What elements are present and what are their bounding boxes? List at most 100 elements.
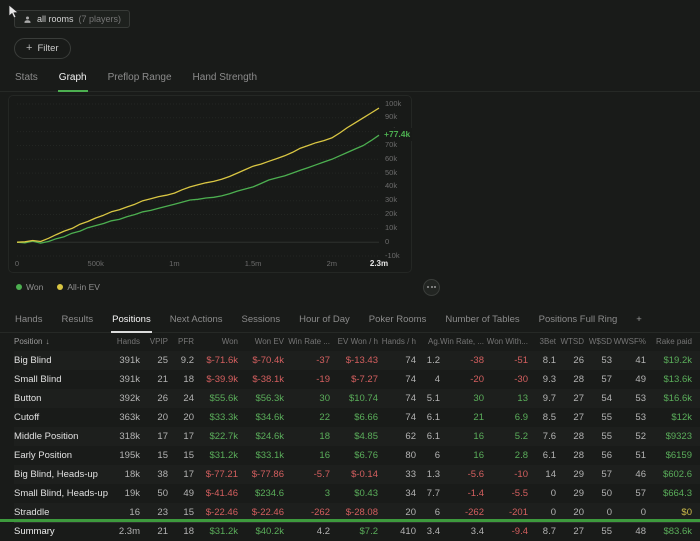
value-cell: 21 [473,411,484,423]
value-cell: 2.8 [514,449,528,461]
value-cell: $33.3k [209,411,238,423]
value-cell: 6.9 [514,411,528,423]
y-tick-label: 20k [385,209,398,219]
column-header[interactable]: Ag. [427,337,440,346]
tab-positions[interactable]: Positions [111,309,152,333]
value-cell: 3 [324,487,330,499]
tab-hand-strength[interactable]: Hand Strength [192,71,258,83]
value-cell: 0 [606,506,612,518]
table-row[interactable]: Straddle 16 23 15 $-22.46 $-22.46 -262 $-28.08 2… [14,503,700,522]
x-axis-labels: 0 500k 1m 1.5m 2m 2.3m [9,259,411,269]
value-cell: 8.7 [542,526,556,537]
tab-number-of-tables[interactable]: Number of Tables [445,313,520,325]
value-cell: $0.43 [354,487,378,499]
tab-results[interactable]: Results [61,313,94,325]
add-report-tab-button[interactable]: + [636,313,642,325]
position-cell: Big Blind [14,354,52,366]
value-cell: $-77.86 [251,468,284,480]
position-cell: Straddle [14,506,50,518]
column-header[interactable]: Won EV [254,337,284,346]
value-cell: $664.3 [662,487,692,499]
summary-row[interactable]: Summary 2.3m 21 18 $31.2k $40.2k 4.2 $7.2 410 3.4… [14,521,700,541]
table-row[interactable]: Small Blind 391k 21 18 $-39.9k $-38.1k -19 $-7.… [14,370,700,389]
value-cell: -19 [316,373,330,385]
value-cell: 1.3 [426,468,440,480]
legend-won[interactable]: Won [16,282,43,292]
value-cell: 26 [157,392,168,404]
tab-next-actions[interactable]: Next Actions [169,313,223,325]
value-cell: 0 [550,487,556,499]
position-cell: Button [14,392,42,404]
value-cell: 3.4 [470,526,484,537]
column-header[interactable]: 3Bet [539,337,556,346]
value-cell: 18k [124,468,140,480]
value-cell: 28 [573,373,584,385]
value-cell: 19k [124,487,140,499]
value-cell: 50 [157,487,168,499]
value-cell: $33.1k [255,449,284,461]
value-cell: 74 [405,411,416,423]
mouse-cursor [8,4,20,19]
tab-graph[interactable]: Graph [57,67,88,92]
column-header[interactable]: WTSD [560,337,584,346]
rooms-filter-button[interactable]: all rooms (7 players) [14,10,131,28]
filter-button[interactable]: + Filter [14,37,71,59]
value-cell: -262 [310,506,330,518]
column-header[interactable]: Hands / h [381,337,416,346]
column-header[interactable]: Win Rate ... [288,337,330,346]
column-header[interactable]: W$SD [588,337,612,346]
value-cell: 21 [157,373,168,385]
chart-options-button[interactable] [423,278,440,296]
toolbar: all rooms (7 players) [0,0,700,29]
value-cell: 27 [573,411,584,423]
x-tick-label: 1m [169,258,180,268]
value-cell: 4 [434,373,440,385]
tab-stats[interactable]: Stats [15,71,38,83]
value-cell: -262 [464,506,484,518]
value-cell: 195k [119,449,140,461]
value-cell: 391k [119,354,140,366]
column-header[interactable]: Won [221,337,238,346]
table-row[interactable]: Early Position 195k 15 15 $31.2k $33.1k 16 $6.7… [14,446,700,465]
table-header-row: Position ↓ Hands VPIP PFR Won Won EV Win Rate .… [14,333,700,351]
column-header[interactable]: WWSF% [613,337,646,346]
value-cell: $19.2k [663,354,692,366]
value-cell: 74 [405,354,416,366]
column-header[interactable]: Win Rate, ... [440,337,484,346]
tab-preflop-range[interactable]: Preflop Range [107,71,172,83]
value-cell: -37 [316,354,330,366]
value-cell: 16 [129,506,140,518]
column-header[interactable]: EV Won / h [337,337,378,346]
value-cell: $0 [681,506,692,518]
column-header[interactable]: Hands [116,337,140,346]
value-cell: 48 [635,526,646,537]
value-cell: 6.1 [542,449,556,461]
value-cell: 30 [319,392,330,404]
value-cell: 23 [157,506,168,518]
table-row[interactable]: Cutoff 363k 20 20 $33.3k $34.6k 22 $6.66 74 6.1 21… [14,408,700,427]
players-icon [24,16,31,23]
tab-sessions[interactable]: Sessions [241,313,281,325]
legend-allin-ev[interactable]: All-in EV [57,282,100,292]
table-row[interactable]: Middle Position 318k 17 17 $22.7k $24.6k 18 $4.… [14,427,700,446]
column-header[interactable]: Rake paid [655,337,692,346]
column-header[interactable]: Position ↓ [14,337,50,346]
chart-footer: Won All-in EV [16,278,440,296]
tab-hands[interactable]: Hands [15,313,43,325]
table-row[interactable]: Button 392k 26 24 $55.6k $56.3k 30 $10.74 74 5.1 3… [14,389,700,408]
value-cell: 15 [183,449,194,461]
value-cell: 18 [183,373,194,385]
column-header[interactable]: PFR [178,337,194,346]
value-cell: -1.4 [467,487,484,499]
y-tick-label: -10k [385,250,400,260]
tab-positions-full-ring[interactable]: Positions Full Ring [538,313,618,325]
table-row[interactable]: Small Blind, Heads-up 19k 50 49 $-41.46 $234.… [14,484,700,503]
table-row[interactable]: Big Blind 391k 25 9.2 $-71.6k $-70.4k -37 $-13.… [14,351,700,370]
column-header[interactable]: VPIP [149,337,168,346]
table-row[interactable]: Big Blind, Heads-up 18k 38 17 $-77.21 $-77.86… [14,465,700,484]
tab-hour-of-day[interactable]: Hour of Day [299,313,350,325]
x-tick-label: 1.5m [244,258,262,268]
value-cell: $9323 [665,430,692,442]
column-header[interactable]: Won With... [486,337,528,346]
tab-poker-rooms[interactable]: Poker Rooms [368,313,427,325]
